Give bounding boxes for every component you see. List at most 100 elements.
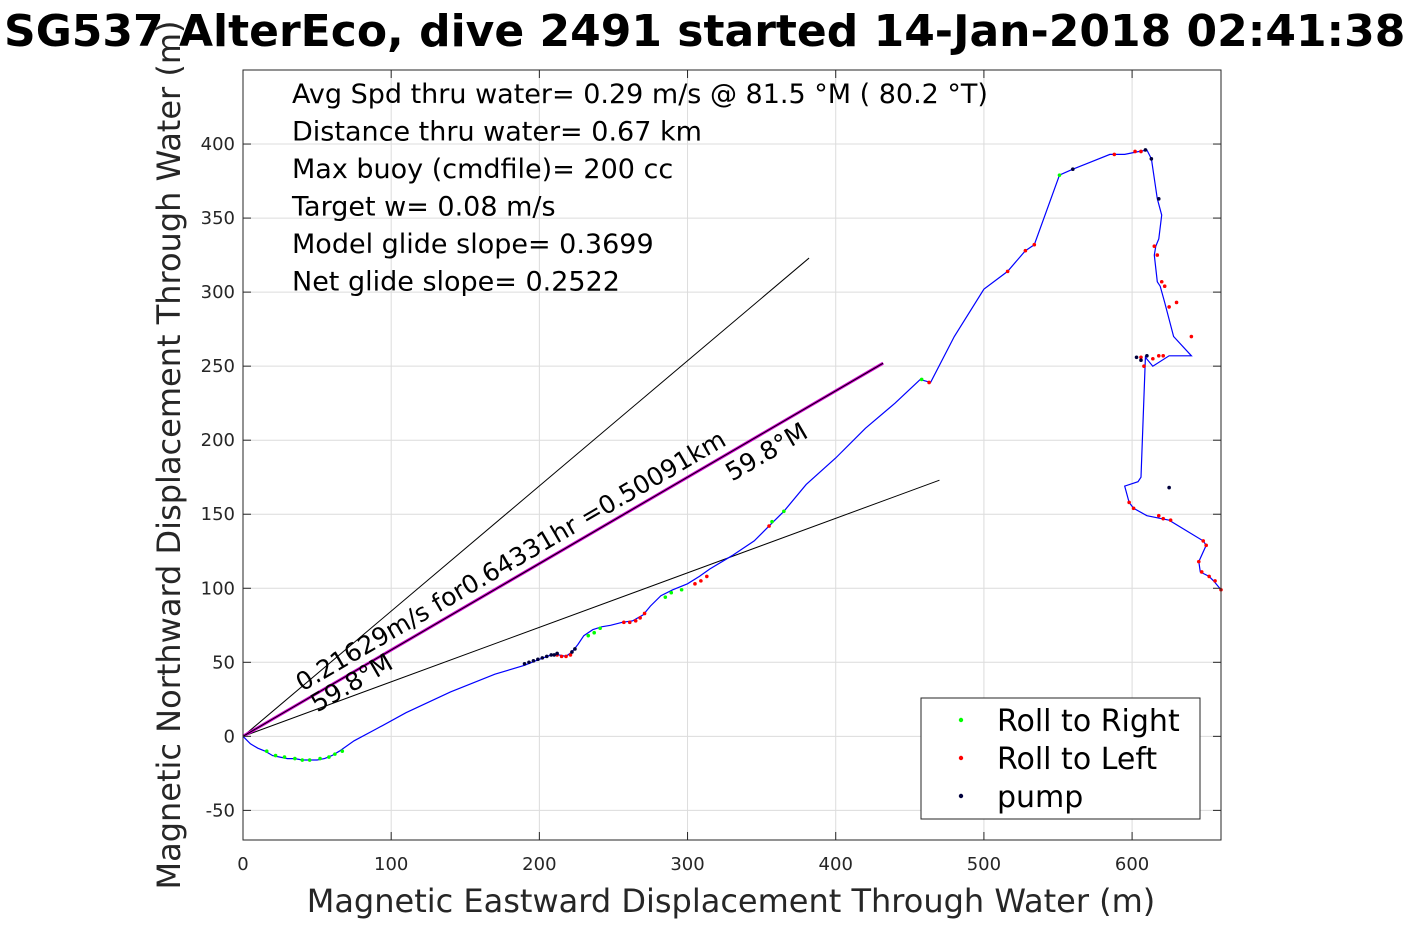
reference-line-net-center <box>242 362 884 737</box>
roll-left-point <box>693 582 697 586</box>
info-line: Model glide slope= 0.3699 <box>292 229 654 260</box>
roll-left-point <box>1189 334 1194 339</box>
reference-lines <box>242 257 940 738</box>
roll-left-point <box>1159 279 1164 284</box>
pump-point <box>544 654 549 659</box>
pump-point <box>1156 197 1161 201</box>
pump-point <box>1145 353 1149 358</box>
roll-right-point <box>919 377 924 382</box>
pump-point <box>522 661 527 666</box>
roll-left-point <box>1156 513 1161 518</box>
pump-point <box>1167 485 1171 490</box>
roll-left-point <box>633 619 638 623</box>
y-tick-label: 0 <box>224 726 235 747</box>
roll-left-point <box>1199 570 1204 574</box>
roll-left-point <box>1204 543 1208 548</box>
pump-point <box>531 659 536 663</box>
legend-marker <box>958 793 964 799</box>
roll-right-point <box>282 755 287 759</box>
y-tick-label: 250 <box>201 356 235 377</box>
roll-left-point <box>559 654 564 659</box>
x-axis-label: Magnetic Eastward Displacement Through W… <box>307 882 1156 920</box>
x-tick-label: 200 <box>522 854 556 875</box>
roll-right-point <box>300 758 305 762</box>
roll-right-point <box>327 755 331 759</box>
roll-right-point <box>663 595 668 599</box>
roll-left-point <box>564 654 568 659</box>
x-tick-label: 500 <box>967 854 1001 875</box>
pump-point <box>1139 358 1143 363</box>
y-tick-label: -50 <box>206 800 235 821</box>
track-line <box>242 149 1222 761</box>
pump-point <box>536 657 540 662</box>
y-tick-label: 350 <box>201 208 235 229</box>
legend-marker <box>958 755 964 761</box>
roll-left-point <box>1207 574 1211 579</box>
roll-right-point <box>1057 173 1062 177</box>
info-text-block: Avg Spd thru water= 0.29 m/s @ 81.5 °M (… <box>291 79 988 298</box>
y-axis-label: Magnetic Northward Displacement Through … <box>150 20 188 889</box>
roll-right-point <box>318 756 322 761</box>
x-tick-label: 100 <box>374 854 408 875</box>
roll-left-point <box>1139 149 1143 154</box>
roll-left-point <box>1155 253 1160 257</box>
roll-right-point <box>782 509 786 514</box>
legend-label: Roll to Right <box>997 704 1180 739</box>
roll-right-point <box>679 587 684 592</box>
pump-point <box>552 653 556 657</box>
pump-point <box>527 660 531 665</box>
roll-left-point <box>705 574 709 579</box>
info-line: Net glide slope= 0.2522 <box>292 267 620 298</box>
roll-right-point <box>669 590 674 595</box>
roll-right-point <box>333 752 337 756</box>
info-line: Max buoy (cmdfile)= 200 cc <box>292 154 673 185</box>
x-tick-label: 400 <box>819 854 853 875</box>
roll-left-point <box>622 620 626 625</box>
info-line: Distance thru water= 0.67 km <box>292 117 702 148</box>
legend-label: pump <box>997 780 1083 815</box>
roll-left-point <box>1112 152 1117 157</box>
y-tick-label: 200 <box>201 430 235 451</box>
roll-left-point <box>1174 300 1179 305</box>
y-tick-label: 300 <box>201 282 235 303</box>
roll-right-point <box>598 626 602 631</box>
roll-left-point <box>767 524 771 528</box>
reference-line-upper <box>242 257 810 737</box>
pump-point <box>1149 157 1154 161</box>
plot-frame <box>242 69 1222 841</box>
roll-left-point <box>1152 244 1157 249</box>
pump-point <box>1134 355 1139 360</box>
pump-point <box>540 656 545 660</box>
info-line: Avg Spd thru water= 0.29 m/s @ 81.5 °M (… <box>292 79 988 110</box>
roll-left-point <box>627 620 632 625</box>
pump-point <box>573 647 577 651</box>
roll-left-point <box>1162 284 1167 288</box>
roll-left-point <box>699 579 703 583</box>
roll-left-point <box>1023 248 1028 253</box>
roll-left-point <box>1139 355 1143 360</box>
roll-left-point <box>1196 559 1201 564</box>
roll-left-point <box>1161 516 1166 521</box>
pump-point <box>570 650 574 654</box>
pump-point <box>1071 167 1075 172</box>
roll-left-point <box>1151 356 1155 361</box>
roll-left-point <box>1142 364 1146 368</box>
x-tick-label: 600 <box>1115 854 1149 875</box>
x-tick-label: 0 <box>237 854 248 875</box>
pump-point <box>1143 148 1148 152</box>
y-tick-label: 150 <box>201 504 235 525</box>
roll-left-point <box>638 616 642 620</box>
legend-label: Roll to Left <box>997 742 1157 777</box>
roll-left-point <box>1213 579 1217 583</box>
roll-right-point <box>273 753 278 758</box>
y-tick-label: 400 <box>201 134 235 155</box>
reference-line-lower <box>242 479 940 737</box>
roll-left-point <box>642 611 647 616</box>
roll-left-point <box>1168 518 1173 522</box>
roll-left-point <box>1156 353 1161 358</box>
roll-left-point <box>1131 506 1136 511</box>
roll-left-point <box>1133 149 1137 154</box>
x-tick-label: 300 <box>670 854 704 875</box>
